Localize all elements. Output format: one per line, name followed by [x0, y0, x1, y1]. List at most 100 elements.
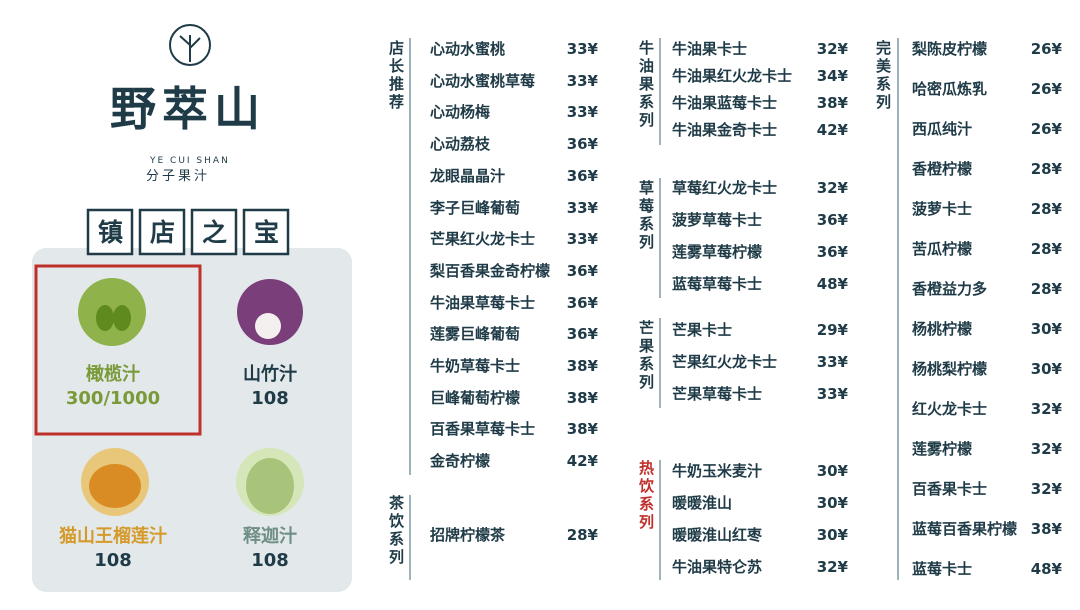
logo-mark — [169, 24, 211, 66]
featured-title: 镇店之宝 — [98, 218, 307, 247]
item-name: 菠萝卡士 — [912, 200, 973, 218]
item-name: 牛油果蓝莓卡士 — [672, 94, 778, 112]
item-price: 36¥ — [566, 166, 598, 185]
featured-price: 108 — [251, 550, 289, 571]
item-name: 莲雾草莓柠檬 — [672, 243, 763, 261]
featured-price: 108 — [94, 550, 132, 571]
item-name: 草莓红火龙卡士 — [672, 179, 778, 197]
item-name: 金奇柠檬 — [430, 452, 491, 471]
item-price: 32¥ — [1030, 400, 1062, 418]
item-price: 28¥ — [566, 526, 598, 544]
item-name: 西瓜纯汁 — [912, 120, 973, 138]
mangosteen-icon — [255, 313, 281, 339]
item-name: 牛油果卡士 — [672, 40, 748, 58]
title-boxes — [86, 208, 290, 256]
item-name: 梨百香果金奇柠檬 — [430, 261, 551, 280]
item-price: 33¥ — [566, 40, 598, 58]
item-price: 36¥ — [566, 135, 598, 154]
item-price: 30¥ — [1030, 320, 1062, 338]
item-name: 牛奶草莓卡士 — [430, 357, 521, 375]
item-name: 香橙益力多 — [912, 280, 988, 298]
item-name: 香橙柠檬 — [912, 160, 973, 178]
item-name: 心动水蜜桃 — [430, 40, 506, 58]
item-price: 30¥ — [816, 526, 848, 544]
item-price: 28¥ — [1030, 160, 1062, 178]
item-name: 莲雾巨峰葡萄 — [430, 325, 521, 344]
item-price: 32¥ — [1030, 480, 1062, 498]
item-price: 38¥ — [566, 357, 598, 375]
featured-name: 释迦汁 — [243, 526, 297, 547]
section-label: 茶饮系列 — [387, 495, 405, 567]
item-name: 蓝莓百香果柠檬 — [912, 520, 1018, 538]
featured-name: 猫山王榴莲汁 — [59, 526, 167, 547]
section-label: 热饮系列 — [637, 460, 655, 532]
item-price: 34¥ — [816, 67, 848, 85]
logo-tree — [179, 35, 201, 62]
item-name: 心动荔枝 — [430, 135, 491, 154]
item-name: 红火龙卡士 — [912, 400, 988, 418]
featured-name: 橄榄汁 — [86, 364, 140, 385]
brand-romanized: YE CUI SHAN — [150, 156, 230, 166]
featured-name: 山竹汁 — [243, 364, 297, 385]
item-price: 30¥ — [1030, 360, 1062, 378]
item-price: 30¥ — [816, 494, 848, 512]
item-price: 28¥ — [1030, 280, 1062, 298]
item-price: 32¥ — [816, 40, 848, 58]
item-name: 心动水蜜桃草莓 — [430, 71, 536, 90]
highlight-box — [34, 264, 202, 436]
item-name: 李子巨峰葡萄 — [430, 198, 521, 217]
mangosteen-icon — [237, 279, 303, 345]
item-name: 杨桃梨柠檬 — [912, 360, 988, 378]
item-price: 28¥ — [1030, 240, 1062, 258]
durian-icon — [89, 464, 141, 508]
featured-price: 300/1000 — [65, 388, 161, 409]
item-name: 芒果草莓卡士 — [672, 385, 763, 403]
item-price: 33¥ — [816, 353, 848, 371]
item-price: 33¥ — [816, 385, 848, 403]
section-label: 芒果系列 — [637, 320, 655, 392]
item-price: 33¥ — [566, 103, 598, 122]
brand-name: 野萃山 — [110, 82, 266, 136]
item-name: 芒果卡士 — [672, 321, 733, 339]
item-name: 牛油果金奇卡士 — [672, 121, 778, 139]
featured-price: 108 — [251, 388, 289, 409]
section-label: 牛油果系列 — [637, 40, 655, 130]
item-price: 26¥ — [1030, 120, 1062, 138]
item-name: 百香果卡士 — [912, 480, 988, 498]
item-price: 48¥ — [1030, 560, 1062, 578]
item-name: 苦瓜柠檬 — [912, 240, 973, 258]
section-label: 草莓系列 — [637, 180, 655, 252]
item-name: 莲雾柠檬 — [912, 440, 973, 458]
item-name: 百香果草莓卡士 — [430, 420, 536, 439]
item-price: 36¥ — [566, 325, 598, 344]
item-price: 33¥ — [566, 230, 598, 249]
item-price: 26¥ — [1030, 40, 1062, 58]
item-price: 26¥ — [1030, 80, 1062, 98]
item-price: 30¥ — [816, 462, 848, 480]
item-name: 杨桃柠檬 — [912, 320, 973, 338]
item-price: 38¥ — [566, 420, 598, 439]
item-price: 36¥ — [566, 293, 598, 312]
item-name: 哈密瓜炼乳 — [912, 80, 988, 98]
item-price: 36¥ — [816, 243, 848, 261]
item-price: 29¥ — [816, 321, 848, 339]
item-name: 牛油果特仑苏 — [672, 558, 763, 576]
item-price: 32¥ — [816, 179, 848, 197]
item-price: 32¥ — [816, 558, 848, 576]
item-name: 菠萝草莓卡士 — [672, 211, 763, 229]
item-price: 42¥ — [816, 121, 848, 139]
item-price: 48¥ — [816, 275, 848, 293]
item-price: 38¥ — [816, 94, 848, 112]
item-name: 牛油果草莓卡士 — [430, 293, 536, 312]
item-name: 芒果红火龙卡士 — [430, 230, 536, 249]
olive-icon — [96, 305, 114, 331]
item-price: 28¥ — [1030, 200, 1062, 218]
item-name: 暖暖淮山红枣 — [672, 526, 763, 544]
item-price: 38¥ — [1030, 520, 1062, 538]
item-price: 33¥ — [566, 198, 598, 217]
olive-icon — [113, 305, 131, 331]
item-name: 牛油果红火龙卡士 — [672, 67, 793, 85]
item-name: 芒果红火龙卡士 — [672, 353, 778, 371]
